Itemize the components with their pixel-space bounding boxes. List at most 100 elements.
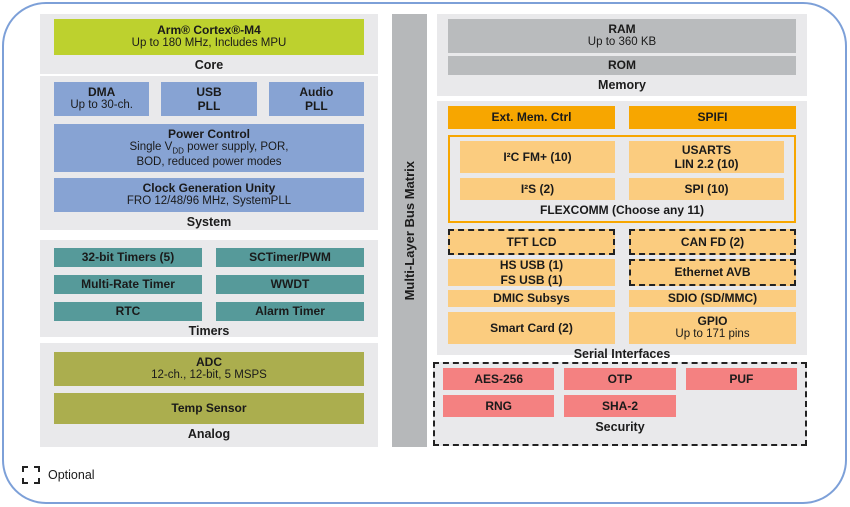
block-32bit-timers: 32-bit Timers (5): [54, 248, 202, 267]
serial-row-top: Ext. Mem. Ctrl SPIFI: [448, 106, 796, 129]
section-analog: ADC 12-ch., 12-bit, 5 MSPS Temp Sensor A…: [40, 343, 378, 447]
usarts-line1: USARTS: [681, 142, 732, 157]
aes-label: AES-256: [474, 371, 524, 386]
otp-label: OTP: [607, 371, 633, 386]
cortex-title: Arm® Cortex®-M4: [157, 23, 261, 38]
sdio-label: SDIO (SD/MMC): [667, 291, 758, 306]
block-smart-card: Smart Card (2): [448, 312, 615, 344]
ethernet-avb-label: Ethernet AVB: [674, 265, 751, 280]
section-security: AES-256 OTP PUF RNG SHA-2 Security: [433, 362, 807, 446]
security-row2: RNG SHA-2: [443, 395, 797, 417]
power-control-subtitle-line2: BOD, reduced power modes: [136, 155, 282, 168]
block-sha2: SHA-2: [564, 395, 676, 417]
block-gpio: GPIO Up to 171 pins: [629, 312, 796, 344]
dma-subtitle: Up to 30-ch.: [70, 99, 133, 112]
block-clock-generation: Clock Generation Unity FRO 12/48/96 MHz,…: [54, 178, 364, 212]
power-sub-post: power supply, POR,: [183, 140, 289, 153]
block-i2s: I²S (2): [460, 178, 615, 200]
block-dmic: DMIC Subsys: [448, 290, 615, 307]
bus-matrix-label: Multi-Layer Bus Matrix: [402, 160, 417, 301]
clock-gen-subtitle: FRO 12/48/96 MHz, SystemPLL: [126, 195, 292, 208]
adc-title: ADC: [196, 355, 222, 370]
memory-section-label: Memory: [598, 78, 646, 92]
optional-label: Optional: [48, 468, 95, 482]
flexcomm-row1: I²C FM+ (10) USARTS LIN 2.2 (10): [460, 141, 784, 173]
timer-label: RTC: [115, 304, 141, 319]
security-section-label: Security: [595, 420, 645, 434]
rng-label: RNG: [485, 398, 512, 413]
block-multi-rate-timer: Multi-Rate Timer: [54, 275, 202, 294]
flexcomm-label: FLEXCOMM (Choose any 11): [539, 203, 705, 217]
block-spi: SPI (10): [629, 178, 784, 200]
spifi-label: SPIFI: [697, 110, 728, 125]
sha2-label: SHA-2: [601, 398, 638, 413]
smart-card-label: Smart Card (2): [490, 320, 573, 335]
block-tft-lcd: TFT LCD: [448, 229, 615, 255]
block-alarm-timer: Alarm Timer: [216, 302, 364, 321]
ram-title: RAM: [608, 22, 636, 37]
timer-label: 32-bit Timers (5): [81, 250, 175, 265]
timers-grid: 32-bit Timers (5) SCTimer/PWM Multi-Rate…: [54, 248, 364, 321]
block-power-control: Power Control Single VDD power supply, P…: [54, 124, 364, 172]
timer-label: Alarm Timer: [255, 304, 325, 319]
gpio-subtitle: Up to 171 pins: [675, 328, 750, 341]
usb-pll-line2: PLL: [197, 99, 221, 113]
audio-pll-line1: Audio: [299, 84, 334, 99]
block-usb-pll: USB PLL: [161, 82, 257, 116]
section-serial-interfaces: Ext. Mem. Ctrl SPIFI I²C FM+ (10) USARTS…: [437, 101, 807, 361]
temp-sensor-title: Temp Sensor: [171, 401, 247, 416]
timer-label: WWDT: [270, 277, 310, 292]
can-fd-label: CAN FD (2): [680, 234, 745, 249]
serial-row-optional1: TFT LCD CAN FD (2): [448, 229, 796, 255]
security-empty-cell: [686, 395, 797, 417]
audio-pll-line2: PLL: [304, 99, 328, 113]
section-system: DMA Up to 30-ch. USB PLL Audio PLL Power…: [40, 76, 378, 230]
i2s-label: I²S (2): [520, 181, 555, 196]
fs-usb-label: FS USB (1): [500, 272, 563, 287]
block-sdio: SDIO (SD/MMC): [629, 290, 796, 307]
flexcomm-row2: I²S (2) SPI (10): [460, 178, 784, 200]
block-ram: RAM Up to 360 KB: [448, 19, 796, 53]
power-sub-pre: Single V: [129, 140, 173, 153]
block-aes-256: AES-256: [443, 368, 555, 390]
block-ext-mem-ctrl: Ext. Mem. Ctrl: [448, 106, 615, 129]
block-usarts: USARTS LIN 2.2 (10): [629, 141, 784, 173]
flexcomm-group: I²C FM+ (10) USARTS LIN 2.2 (10) I²S (2)…: [448, 135, 796, 223]
ext-mem-ctrl-label: Ext. Mem. Ctrl: [491, 110, 572, 125]
ram-subtitle: Up to 360 KB: [587, 36, 657, 49]
block-adc: ADC 12-ch., 12-bit, 5 MSPS: [54, 352, 364, 386]
block-otp: OTP: [564, 368, 676, 390]
clock-gen-title: Clock Generation Unity: [142, 181, 276, 196]
security-row1: AES-256 OTP PUF: [443, 368, 797, 390]
block-usb: HS USB (1) FS USB (1): [448, 258, 615, 287]
system-section-label: System: [186, 215, 232, 229]
block-audio-pll: Audio PLL: [268, 82, 364, 116]
serial-row-dmic-sdio: DMIC Subsys SDIO (SD/MMC): [448, 290, 796, 307]
usb-pll-line1: USB: [196, 84, 222, 99]
block-can-fd: CAN FD (2): [629, 229, 796, 255]
block-puf: PUF: [685, 368, 797, 390]
puf-label: PUF: [729, 371, 754, 386]
rom-title: ROM: [608, 58, 636, 73]
block-dma: DMA Up to 30-ch.: [54, 82, 150, 116]
serial-section-label: Serial Interfaces: [573, 347, 671, 361]
spi-label: SPI (10): [684, 181, 729, 196]
power-control-title: Power Control: [167, 126, 250, 141]
gpio-title: GPIO: [697, 314, 728, 329]
timer-label: Multi-Rate Timer: [81, 277, 175, 292]
timer-label: SCTimer/PWM: [249, 250, 331, 265]
block-ethernet-avb: Ethernet AVB: [629, 259, 796, 286]
power-sub-vdd: DD: [172, 146, 184, 156]
block-rtc: RTC: [54, 302, 202, 321]
block-spifi: SPIFI: [629, 106, 796, 129]
block-cortex-m4: Arm® Cortex®-M4 Up to 180 MHz, Includes …: [54, 19, 364, 55]
dmic-label: DMIC Subsys: [493, 291, 570, 306]
power-control-subtitle-line1: Single VDD power supply, POR,: [129, 141, 288, 156]
block-rng: RNG: [443, 395, 555, 417]
tft-lcd-label: TFT LCD: [506, 234, 557, 249]
section-memory: RAM Up to 360 KB ROM Memory: [437, 14, 807, 96]
section-timers: 32-bit Timers (5) SCTimer/PWM Multi-Rate…: [40, 240, 378, 338]
legend-optional: Optional: [22, 466, 95, 484]
core-section-label: Core: [194, 58, 224, 72]
